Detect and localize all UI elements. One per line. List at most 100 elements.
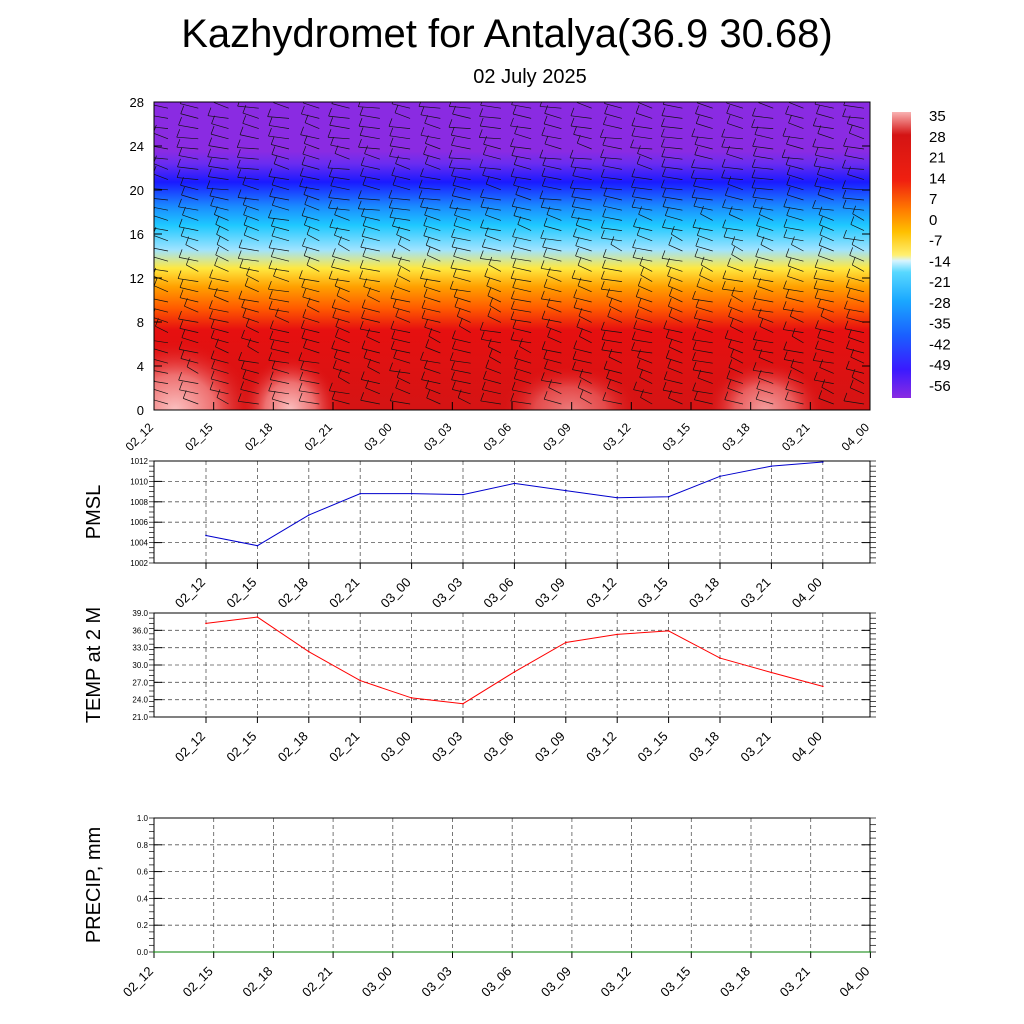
wind-barb: [601, 288, 622, 293]
wind-barb: [601, 349, 622, 354]
wind-barb: [851, 244, 865, 252]
wind-barb-flag: [510, 168, 515, 177]
wind-barb: [358, 208, 380, 211]
wind-barb-flag: [662, 168, 666, 177]
wind-barb: [842, 167, 865, 170]
wind-barb: [783, 226, 804, 231]
y-tick-label: 0.6: [137, 868, 149, 877]
wind-barb-flag: [542, 157, 547, 166]
wind-barb-flag: [576, 135, 581, 144]
wind-barb: [390, 297, 411, 303]
wind-barb: [338, 376, 350, 384]
wind-barb: [730, 356, 744, 364]
chart-title: Kazhydromet for Antalya(36.9 30.68): [181, 12, 832, 56]
wind-barb-flag: [570, 117, 575, 127]
wind-barb: [817, 174, 834, 180]
wind-barb-flag: [817, 329, 822, 338]
wind-barb: [244, 234, 259, 242]
heat-x-tick-label: 03_06: [481, 420, 515, 454]
wind-barb: [242, 112, 259, 119]
wind-barb: [753, 206, 774, 211]
wind-barb-flag: [510, 117, 514, 127]
wind-barb: [301, 113, 320, 119]
wind-barb-flag: [362, 176, 367, 186]
wind-barb-flag: [757, 308, 762, 317]
colorbar-tick-label: 35: [929, 108, 946, 125]
wind-barb-flag: [448, 159, 453, 168]
wind-barb-flag: [601, 219, 605, 228]
wind-barb: [753, 369, 774, 374]
wind-barb: [388, 197, 411, 201]
wind-barb-flag: [782, 301, 787, 310]
wind-barb-flag: [570, 158, 575, 167]
wind-barb: [812, 207, 834, 211]
wind-barb: [389, 207, 411, 211]
wind-barb: [783, 206, 804, 211]
wind-barb-flag: [426, 246, 431, 256]
wind-barb: [360, 175, 380, 180]
wind-barb-flag: [360, 239, 365, 248]
wind-barb-flag: [514, 350, 518, 359]
data-point: [451, 951, 454, 953]
wind-barb-flag: [306, 256, 311, 266]
wind-barb: [662, 227, 683, 231]
wind-barb-flag: [640, 389, 644, 398]
wind-barb-flag: [814, 177, 819, 187]
wind-barb-flag: [511, 147, 516, 156]
wind-barb-flag: [237, 149, 241, 158]
wind-barb: [661, 115, 683, 119]
x-tick-label: 02_18: [275, 575, 311, 611]
wind-barb: [186, 366, 199, 374]
wind-barb: [331, 348, 350, 354]
wind-barb: [210, 378, 229, 384]
wind-barb: [237, 147, 259, 150]
x-tick-label: 03_09: [532, 575, 568, 611]
wind-barb-flag: [543, 217, 548, 226]
wind-barb: [577, 387, 592, 395]
wind-barb-flag: [420, 198, 424, 208]
wind-barb: [179, 226, 199, 231]
wind-barb-flag: [727, 380, 732, 389]
wind-barb: [601, 176, 622, 180]
wind-barb: [572, 175, 592, 180]
wind-barb: [391, 175, 411, 180]
wind-barb-flag: [783, 229, 788, 238]
wind-barb-flag: [601, 270, 605, 279]
wind-barb: [487, 315, 502, 323]
wind-barb: [154, 115, 169, 119]
wind-barb: [852, 264, 865, 272]
wind-barb-flag: [576, 102, 578, 103]
wind-barb: [548, 387, 562, 395]
wind-barb: [327, 167, 350, 170]
wind-barb-flag: [546, 206, 551, 215]
wind-barb: [245, 325, 259, 333]
wind-barb-flag: [662, 188, 666, 197]
wind-barb-flag: [787, 369, 792, 379]
wind-barb: [423, 296, 441, 303]
wind-barb: [782, 135, 804, 140]
wind-barb: [600, 187, 622, 191]
wind-barb-flag: [844, 320, 849, 329]
wind-barb: [755, 256, 774, 262]
wind-barb: [849, 132, 865, 140]
wind-barb-flag: [304, 216, 308, 226]
wind-barb: [306, 234, 320, 242]
x-tick-label: 03_21: [777, 964, 813, 1000]
wind-barb: [637, 163, 653, 170]
wind-barb: [362, 225, 380, 231]
wind-barb: [304, 122, 320, 129]
wind-barb: [480, 329, 501, 333]
wind-barb-flag: [178, 218, 183, 227]
wind-barb-flag: [754, 259, 758, 268]
wind-barb-flag: [600, 129, 604, 138]
wind-barb: [510, 125, 532, 129]
wind-barb: [573, 348, 592, 354]
wind-barb-flag: [268, 281, 272, 290]
wind-barb: [451, 236, 471, 242]
wind-barb: [181, 235, 199, 242]
wind-barb: [691, 177, 713, 180]
wind-barb-flag: [178, 372, 182, 381]
wind-barb: [393, 306, 411, 313]
wind-barb: [178, 124, 199, 129]
